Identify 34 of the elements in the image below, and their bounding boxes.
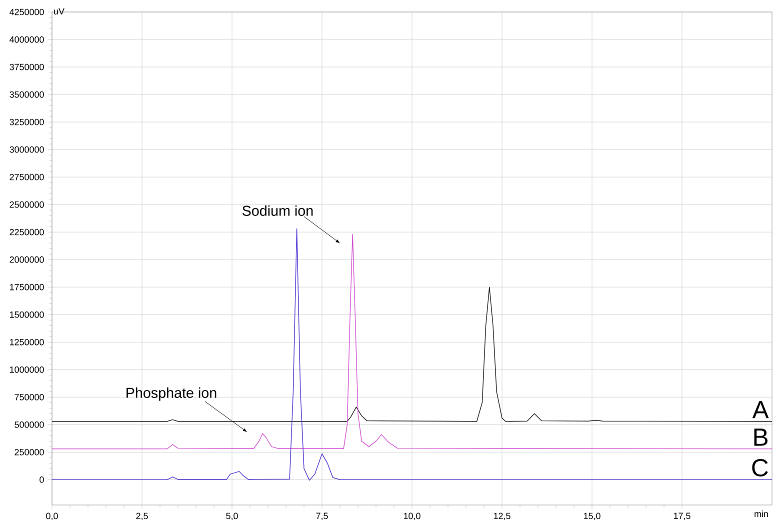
series-label: C — [752, 458, 768, 476]
y-tick-label: 1250000 — [10, 338, 44, 346]
y-tick-label: 1000000 — [10, 366, 44, 373]
x-tick-label: 15,0 — [584, 512, 600, 520]
x-tick-label: 7,5 — [316, 512, 328, 520]
y-tick-label: 1750000 — [10, 284, 44, 290]
y-tick-label: 4250000 — [10, 8, 44, 16]
y-tick-label: 3750000 — [10, 64, 44, 70]
annotation: Sodium ion — [242, 205, 313, 216]
y-tick-label: 2750000 — [10, 174, 44, 180]
series-label: B — [754, 428, 768, 446]
x-axis-title: min — [754, 510, 768, 518]
line-series — [52, 286, 772, 422]
x-tick-label: 0,0 — [46, 512, 58, 520]
y-tick-label: 750000 — [14, 394, 44, 400]
series-label: A — [752, 401, 769, 418]
y-tick-label: 1500000 — [10, 311, 44, 318]
y-tick-label: 3000000 — [10, 146, 44, 153]
annotation: Phosphate ion — [126, 387, 216, 401]
y-tick-label: 2500000 — [10, 201, 44, 208]
y-tick-label: 3250000 — [10, 118, 44, 126]
y-axis-title: uV — [54, 8, 64, 14]
x-tick-label: 10,0 — [404, 512, 420, 520]
x-tick-label: 12,5 — [494, 512, 510, 520]
y-tick-label: 3500000 — [10, 91, 44, 98]
y-tick-label: 500000 — [14, 421, 44, 428]
y-tick-label: 250000 — [14, 449, 44, 456]
x-tick-label: 2,5 — [136, 512, 148, 520]
x-tick-label: 5,0 — [226, 512, 238, 520]
y-tick-label: 2250000 — [10, 228, 44, 236]
y-tick-label: 4000000 — [10, 36, 44, 43]
x-tick-label: 17,5 — [674, 512, 690, 520]
y-tick-label: 0 — [40, 476, 44, 483]
y-tick-label: 2000000 — [10, 256, 44, 263]
